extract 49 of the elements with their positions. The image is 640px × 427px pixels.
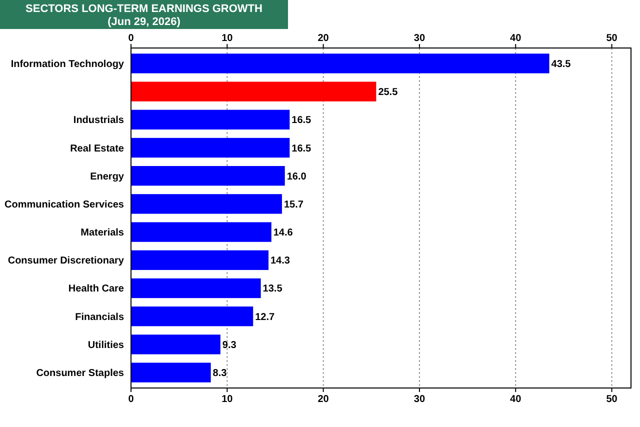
y-tick-label: Consumer Staples	[36, 368, 124, 380]
bar	[131, 278, 261, 298]
bar	[131, 54, 550, 74]
x-tick-label: 20	[318, 33, 330, 44]
bar	[131, 110, 290, 130]
y-tick-label: Utilities	[88, 340, 124, 351]
bar	[131, 194, 282, 214]
chart-title: SECTORS LONG-TERM EARNINGS GROWTH	[26, 3, 263, 15]
bar	[131, 250, 268, 270]
y-tick-label: Materials	[80, 228, 124, 239]
x2-tick-label: 0	[128, 394, 134, 405]
x2-tick-label: 40	[510, 394, 522, 405]
x-tick-label: 10	[222, 33, 234, 44]
bar	[131, 306, 254, 326]
data-label: 25.5	[378, 87, 398, 98]
y-tick-label: Financials	[75, 312, 124, 323]
x-tick-label: 40	[510, 33, 522, 44]
bar	[131, 362, 211, 382]
bar	[131, 222, 272, 242]
x2-tick-label: 50	[606, 394, 618, 405]
bar	[131, 82, 376, 102]
chart-subtitle: (Jun 29, 2026)	[108, 16, 181, 28]
data-label: 12.7	[255, 312, 276, 323]
bar	[131, 334, 220, 354]
bar	[131, 138, 290, 158]
data-label: 15.7	[284, 199, 304, 210]
data-label: 14.3	[270, 256, 290, 267]
data-label: 16.0	[286, 171, 307, 182]
data-label: 16.5	[292, 115, 312, 126]
y-tick-label: Industrials	[73, 115, 124, 126]
x2-tick-label: 10	[222, 394, 234, 405]
data-label: 14.6	[273, 228, 294, 239]
bar	[131, 166, 285, 186]
data-label: 13.5	[262, 284, 283, 295]
x-tick-label: 30	[414, 33, 426, 44]
data-label: 16.5	[292, 143, 312, 154]
x2-tick-label: 20	[318, 394, 330, 405]
y-tick-label: Communication Services	[4, 199, 124, 210]
data-label: 43.5	[551, 58, 572, 70]
x2-tick-label: 30	[414, 394, 426, 405]
y-tick-label: Information Technology	[10, 58, 124, 70]
y-tick-label: Real Estate	[70, 143, 124, 154]
x-tick-label: 0	[128, 33, 134, 44]
y-tick-label: Energy	[90, 171, 124, 182]
x-tick-label: 50	[606, 33, 618, 44]
data-label: 9.3	[222, 340, 237, 351]
y-tick-label: Consumer Discretionary	[8, 256, 124, 267]
y-tick-label: Health Care	[68, 284, 124, 295]
data-label: 8.3	[212, 368, 228, 380]
